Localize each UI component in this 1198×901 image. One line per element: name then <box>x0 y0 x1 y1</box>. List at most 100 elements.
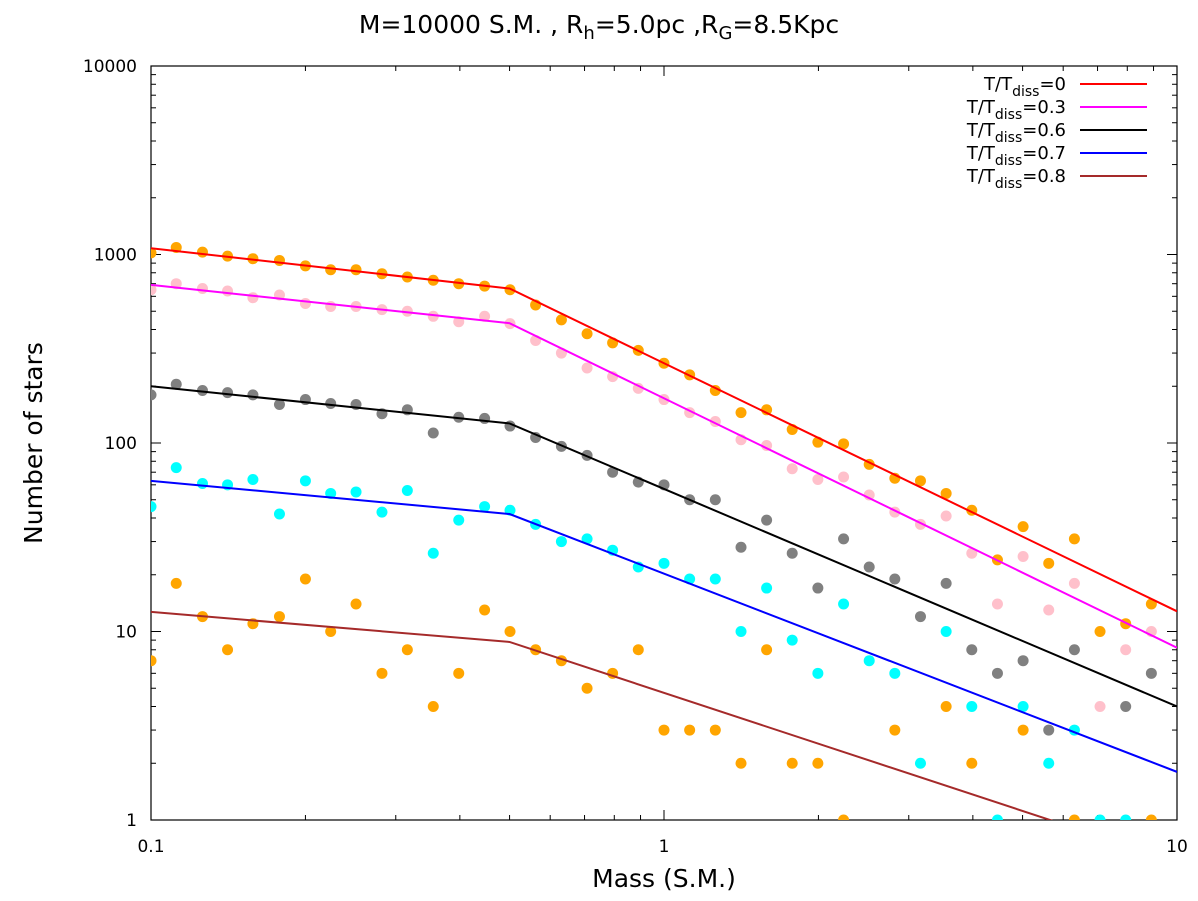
data-point <box>479 412 491 424</box>
data-point <box>453 667 465 679</box>
data-point <box>838 471 850 483</box>
data-point <box>325 398 337 410</box>
data-point <box>786 547 798 559</box>
data-point <box>1094 626 1106 637</box>
data-point <box>632 382 644 394</box>
x-tick-label: 1 <box>659 837 670 857</box>
data-point <box>735 626 747 637</box>
data-point <box>1017 701 1029 713</box>
data-point <box>273 508 285 520</box>
data-point <box>838 438 850 450</box>
data-point <box>940 510 952 522</box>
data-point <box>222 644 234 656</box>
data-point <box>838 598 850 610</box>
y-axis-label: Number of stars <box>19 342 48 544</box>
data-point <box>151 389 157 401</box>
data-point <box>735 757 747 769</box>
y-tick-label: 1 <box>126 811 137 831</box>
data-point <box>812 757 824 769</box>
data-point <box>504 626 516 637</box>
data-point <box>151 501 157 513</box>
data-point <box>761 514 773 526</box>
series-line-2 <box>151 385 1177 708</box>
data-point <box>838 533 850 545</box>
data-point <box>761 582 773 594</box>
data-point <box>581 533 593 545</box>
x-tick-label: 10 <box>1166 837 1188 857</box>
data-point <box>812 582 824 594</box>
data-point <box>1017 724 1029 736</box>
data-point <box>151 247 157 259</box>
data-point <box>581 362 593 374</box>
data-point <box>1017 521 1029 533</box>
data-point <box>401 644 413 656</box>
data-point <box>607 466 619 478</box>
plot-area <box>151 241 1177 820</box>
data-point <box>889 724 901 736</box>
y-tick-label: 100 <box>105 434 137 454</box>
data-point <box>299 573 311 585</box>
data-point <box>350 264 362 276</box>
data-point <box>581 682 593 694</box>
series-line-3 <box>151 479 1177 773</box>
data-point <box>658 724 670 736</box>
data-point <box>1068 577 1080 589</box>
data-point <box>170 462 182 474</box>
data-point <box>966 757 978 769</box>
data-point <box>1068 533 1080 545</box>
data-point <box>1043 557 1055 569</box>
data-point <box>350 486 362 498</box>
data-point <box>1120 644 1132 656</box>
data-point <box>1068 644 1080 656</box>
data-point <box>709 724 721 736</box>
data-point <box>196 283 208 295</box>
data-point <box>709 573 721 585</box>
data-point <box>196 477 208 489</box>
data-point <box>222 387 234 399</box>
data-point <box>812 474 824 486</box>
data-point <box>991 814 1003 820</box>
data-point <box>196 384 208 396</box>
data-point <box>479 501 491 513</box>
data-point <box>1017 655 1029 667</box>
data-point <box>555 314 567 326</box>
data-point <box>940 487 952 499</box>
legend-label: T/Tdiss=0.7 <box>966 143 1066 169</box>
axis-ticks <box>150 66 1177 821</box>
data-point <box>735 541 747 553</box>
data-point <box>632 644 644 656</box>
data-point <box>453 514 465 526</box>
data-point <box>325 626 337 637</box>
data-point <box>170 378 182 390</box>
x-tick-label: 0.1 <box>137 837 164 857</box>
data-point <box>1120 814 1132 820</box>
data-point <box>325 487 337 499</box>
data-point <box>273 611 285 623</box>
data-point <box>914 757 926 769</box>
data-point <box>684 724 696 736</box>
data-point <box>966 701 978 713</box>
data-point <box>401 484 413 496</box>
data-point <box>247 389 259 401</box>
data-point <box>196 246 208 258</box>
data-point <box>1043 724 1055 736</box>
title-part: =5.0pc ,R <box>594 10 719 39</box>
data-point <box>889 667 901 679</box>
data-point <box>966 547 978 559</box>
series-line-0 <box>151 247 1177 613</box>
data-point <box>376 506 388 518</box>
data-point <box>479 604 491 616</box>
data-point <box>299 475 311 487</box>
data-point <box>709 494 721 506</box>
data-point <box>479 310 491 322</box>
data-point <box>555 536 567 548</box>
data-point <box>151 655 157 667</box>
data-point <box>1145 667 1157 679</box>
data-point <box>427 547 439 559</box>
x-axis-label: Mass (S.M.) <box>592 864 736 893</box>
data-point <box>170 577 182 589</box>
data-point <box>1094 701 1106 713</box>
data-point <box>222 285 234 297</box>
data-point <box>863 655 875 667</box>
